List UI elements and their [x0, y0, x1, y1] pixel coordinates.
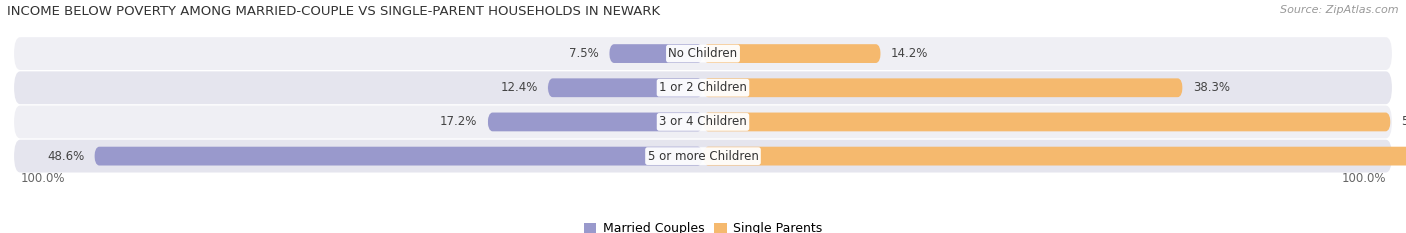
- Text: 100.0%: 100.0%: [20, 172, 65, 185]
- FancyBboxPatch shape: [703, 44, 882, 63]
- Text: Source: ZipAtlas.com: Source: ZipAtlas.com: [1281, 5, 1399, 15]
- FancyBboxPatch shape: [14, 37, 1392, 70]
- Text: 7.5%: 7.5%: [569, 47, 599, 60]
- Text: 14.2%: 14.2%: [891, 47, 928, 60]
- FancyBboxPatch shape: [703, 78, 1182, 97]
- Text: 17.2%: 17.2%: [440, 115, 478, 128]
- FancyBboxPatch shape: [14, 140, 1392, 172]
- FancyBboxPatch shape: [703, 113, 1391, 131]
- FancyBboxPatch shape: [488, 113, 703, 131]
- FancyBboxPatch shape: [14, 106, 1392, 138]
- Text: 3 or 4 Children: 3 or 4 Children: [659, 115, 747, 128]
- Text: No Children: No Children: [668, 47, 738, 60]
- FancyBboxPatch shape: [94, 147, 703, 165]
- FancyBboxPatch shape: [703, 147, 1406, 165]
- FancyBboxPatch shape: [609, 44, 703, 63]
- Text: 54.9%: 54.9%: [1400, 115, 1406, 128]
- Text: INCOME BELOW POVERTY AMONG MARRIED-COUPLE VS SINGLE-PARENT HOUSEHOLDS IN NEWARK: INCOME BELOW POVERTY AMONG MARRIED-COUPL…: [7, 5, 661, 18]
- FancyBboxPatch shape: [548, 78, 703, 97]
- Text: 12.4%: 12.4%: [501, 81, 537, 94]
- Legend: Married Couples, Single Parents: Married Couples, Single Parents: [579, 217, 827, 233]
- Text: 38.3%: 38.3%: [1192, 81, 1230, 94]
- Text: 5 or more Children: 5 or more Children: [648, 150, 758, 163]
- Text: 48.6%: 48.6%: [46, 150, 84, 163]
- Text: 1 or 2 Children: 1 or 2 Children: [659, 81, 747, 94]
- Text: 100.0%: 100.0%: [1341, 172, 1386, 185]
- FancyBboxPatch shape: [14, 71, 1392, 104]
